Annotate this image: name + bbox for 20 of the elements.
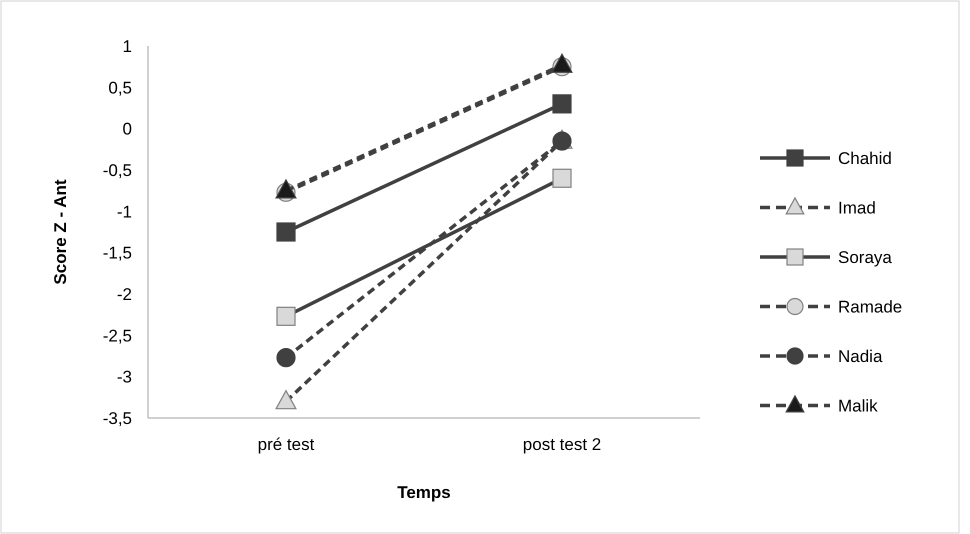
- y-tick-label: -2: [116, 284, 132, 304]
- legend-label: Imad: [838, 198, 876, 218]
- legend-label: Chahid: [838, 148, 892, 168]
- y-tick-label: 0: [122, 120, 132, 139]
- legend-label: Nadia: [838, 346, 883, 366]
- y-tick-label: -1,5: [102, 244, 132, 263]
- legend-label: Malik: [838, 396, 878, 416]
- y-tick-label: -1: [116, 202, 132, 222]
- y-tick-label: -3,5: [102, 408, 132, 428]
- legend-label: Ramade: [838, 297, 902, 316]
- y-axis-title: Score Z - Ant: [51, 179, 70, 285]
- y-tick-label: 1: [122, 36, 132, 56]
- x-axis-title: Temps: [397, 483, 451, 502]
- y-tick-label: -0,5: [102, 160, 132, 180]
- y-tick-label: 0,5: [108, 78, 132, 98]
- legend-label: Soraya: [838, 248, 892, 267]
- y-tick-label: -2,5: [102, 326, 132, 346]
- x-tick-label: post test 2: [522, 435, 602, 454]
- y-tick-label: -3: [116, 368, 132, 387]
- x-tick-label: pré test: [258, 435, 315, 454]
